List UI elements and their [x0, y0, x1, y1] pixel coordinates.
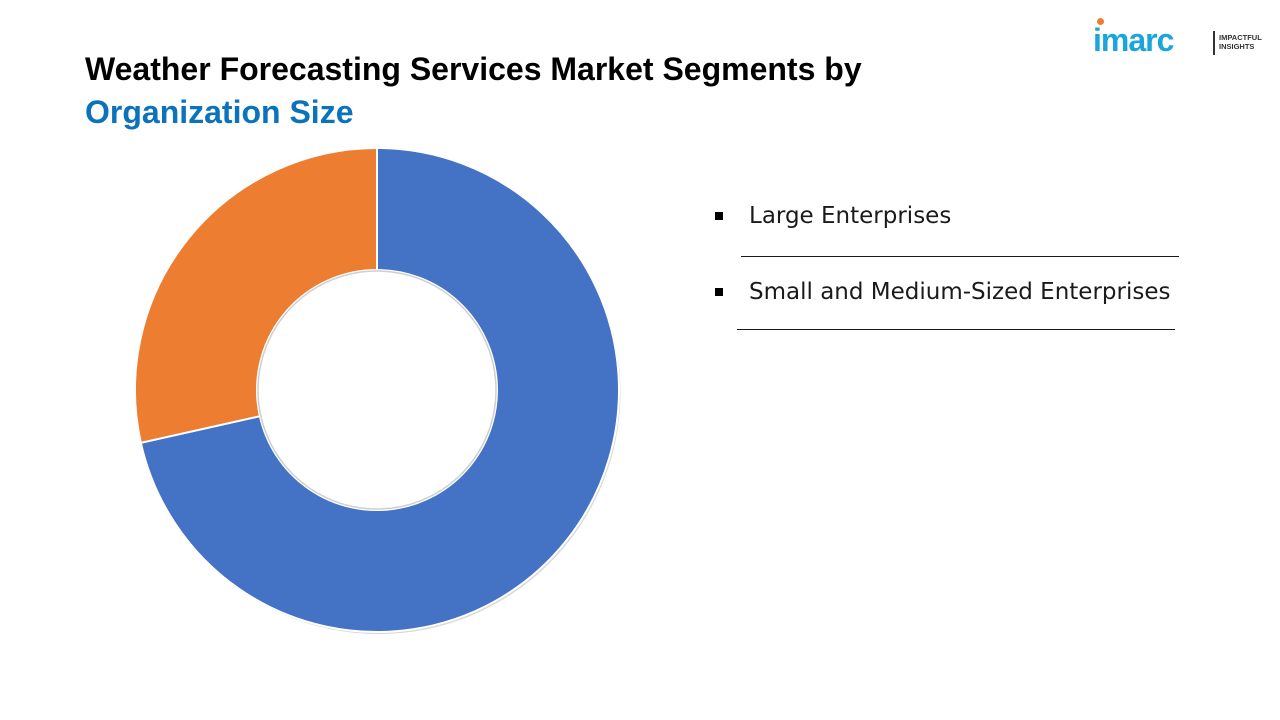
chart-title: Weather Forecasting Services Market Segm…	[85, 48, 862, 134]
legend-bullet-icon	[715, 212, 723, 220]
legend-label-large-enterprises: Large Enterprises	[749, 203, 952, 229]
imarc-logo: imarc IMPACTFUL INSIGHTS	[1093, 16, 1273, 64]
donut-hole	[257, 270, 497, 510]
legend-label-smes: Small and Medium-Sized Enterprises	[749, 279, 1171, 305]
chart-title-line1: Weather Forecasting Services Market Segm…	[85, 51, 862, 87]
logo-dot-icon	[1097, 18, 1104, 25]
legend-underline	[737, 329, 1175, 330]
donut-slice-large-enterprises	[139, 146, 620, 633]
legend-underline	[741, 256, 1179, 257]
legend-bullet-icon	[715, 288, 723, 296]
donut-slice-small-and-medium-sized-enterprises	[134, 146, 378, 444]
logo-tagline: IMPACTFUL INSIGHTS	[1219, 33, 1262, 51]
legend-item-smes: Small and Medium-Sized Enterprises	[713, 272, 1233, 330]
chart-legend: Large Enterprises Small and Medium-Sized…	[713, 196, 1233, 348]
legend-item-large-enterprises: Large Enterprises	[713, 196, 1233, 257]
chart-title-line2: Organization Size	[85, 94, 354, 130]
logo-divider	[1213, 31, 1215, 55]
logo-wordmark: imarc	[1093, 22, 1174, 58]
